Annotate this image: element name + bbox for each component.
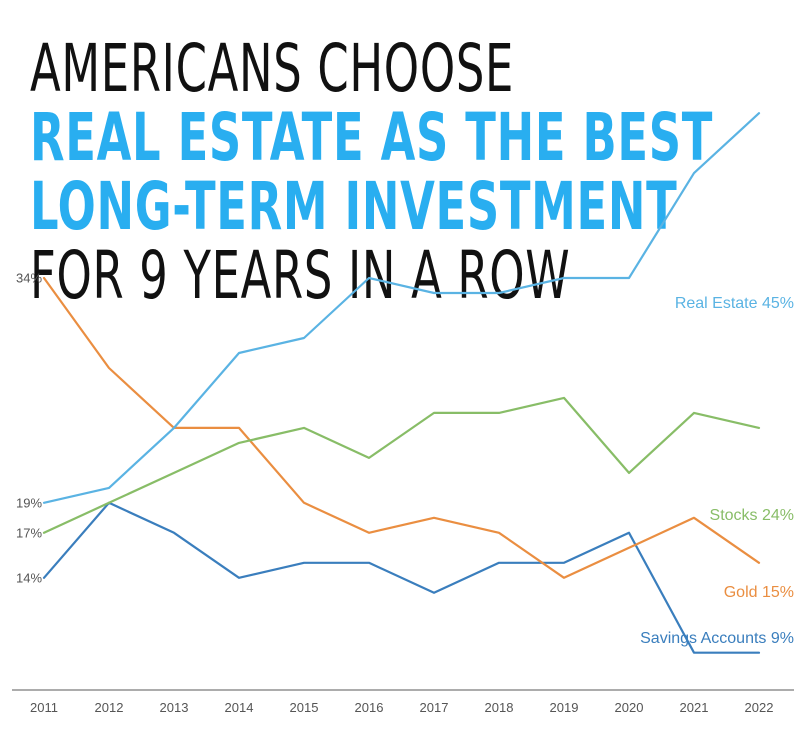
- series-line-gold: [42, 276, 761, 579]
- x-tick-label: 2021: [680, 700, 709, 715]
- x-tick-label: 2015: [290, 700, 319, 715]
- series-label-savings-accounts: Savings Accounts 9%: [640, 630, 794, 647]
- headline-line-1: AMERICANS CHOOSE: [30, 30, 515, 107]
- series-label-stocks: Stocks 24%: [710, 507, 794, 524]
- headline-line-4: FOR 9 YEARS IN A ROW: [30, 237, 571, 314]
- x-tick-label: 2019: [550, 700, 579, 715]
- y-tick-label: 34%: [16, 271, 42, 286]
- y-tick-label: 19%: [16, 495, 42, 510]
- x-tick-label: 2011: [30, 700, 58, 715]
- series-label-real-estate: Real Estate 45%: [675, 295, 794, 312]
- series-line-savings-accounts: [42, 501, 761, 654]
- x-tick-label: 2012: [95, 700, 124, 715]
- headline-line-3: LONG-TERM INVESTMENT: [30, 168, 678, 245]
- x-tick-label: 2016: [355, 700, 384, 715]
- y-tick-label: 14%: [16, 570, 42, 585]
- series-line-real-estate: [42, 112, 761, 504]
- x-tick-label: 2017: [420, 700, 449, 715]
- headline: AMERICANS CHOOSE REAL ESTATE AS THE BEST…: [30, 34, 713, 310]
- x-tick-label: 2022: [745, 700, 774, 715]
- y-tick-label: 17%: [16, 525, 42, 540]
- x-tick-label: 2018: [485, 700, 514, 715]
- x-tick-label: 2020: [615, 700, 644, 715]
- x-tick-label: 2014: [225, 700, 254, 715]
- headline-line-2: REAL ESTATE AS THE BEST: [30, 99, 714, 176]
- series-label-gold: Gold 15%: [724, 584, 794, 601]
- x-tick-label: 2013: [160, 700, 189, 715]
- series-line-stocks: [42, 396, 761, 534]
